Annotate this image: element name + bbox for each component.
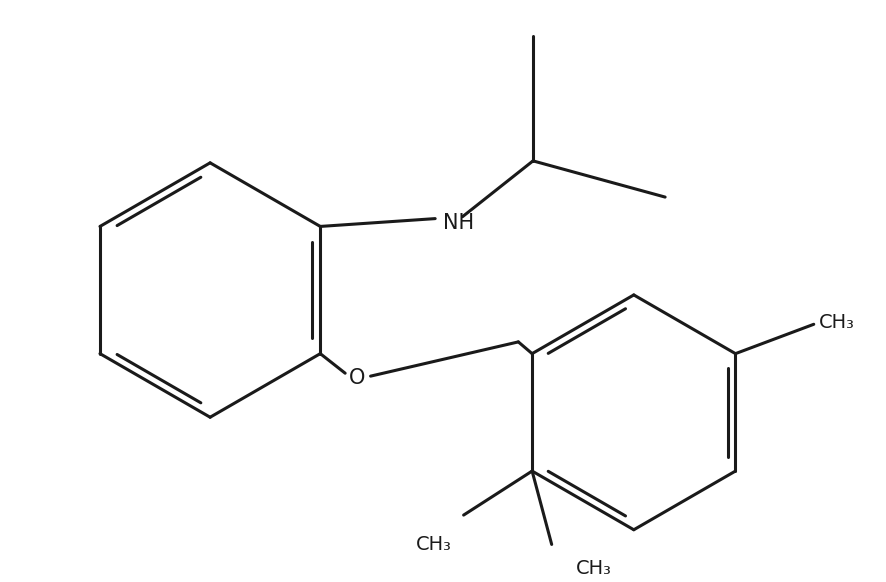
Text: CH₃: CH₃ <box>416 535 452 553</box>
Text: O: O <box>349 368 365 388</box>
Text: CH₃: CH₃ <box>576 559 612 578</box>
Text: CH₃: CH₃ <box>819 313 854 332</box>
Text: NH: NH <box>443 214 474 233</box>
